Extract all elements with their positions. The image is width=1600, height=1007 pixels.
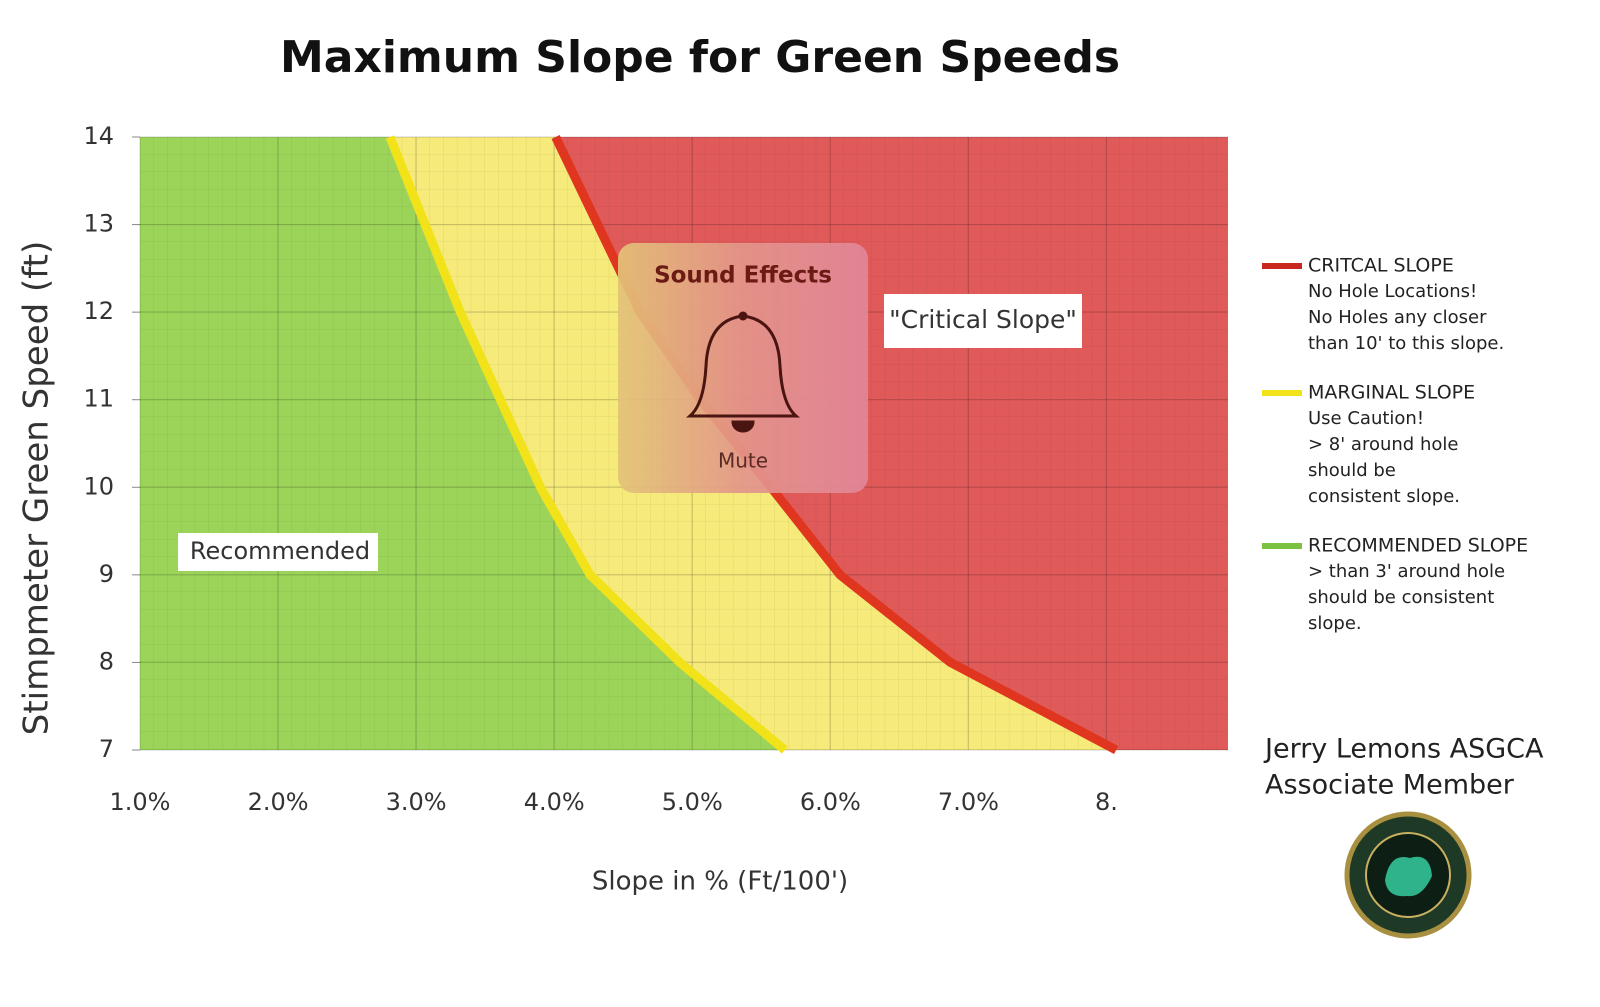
x-tick-label: 6.0% bbox=[800, 788, 861, 816]
y-tick-label: 8 bbox=[99, 647, 114, 675]
y-tick-label: 12 bbox=[83, 297, 114, 325]
annotation-box bbox=[884, 294, 1082, 348]
y-tick-label: 13 bbox=[83, 210, 114, 238]
y-tick-label: 14 bbox=[83, 122, 114, 150]
bell-icon bbox=[685, 311, 801, 433]
legend-note: than 10' to this slope. bbox=[1308, 333, 1504, 354]
annotation-box bbox=[178, 533, 378, 571]
legend-note: slope. bbox=[1308, 613, 1362, 634]
y-tick-label: 9 bbox=[99, 560, 114, 588]
y-axis-label: Stimpmeter Green Speed (ft) bbox=[17, 241, 57, 736]
x-tick-label: 7.0% bbox=[938, 788, 999, 816]
legend-note: No Hole Locations! bbox=[1308, 281, 1477, 302]
x-tick-label: 4.0% bbox=[524, 788, 585, 816]
y-tick-label: 7 bbox=[99, 735, 114, 763]
annotation: "Critical Slope" bbox=[889, 305, 1077, 334]
legend-note: Use Caution! bbox=[1308, 408, 1424, 429]
x-tick-label: 2.0% bbox=[248, 788, 309, 816]
annotation: Recommended bbox=[190, 537, 370, 565]
credit: Jerry Lemons ASGCA bbox=[1263, 734, 1544, 765]
x-tick-label: 5.0% bbox=[662, 788, 723, 816]
legend-note: No Holes any closer bbox=[1308, 307, 1487, 328]
x-tick-label: 8. bbox=[1095, 788, 1118, 816]
legend-note: > than 3' around hole bbox=[1308, 561, 1505, 582]
legend-label: RECOMMENDED SLOPE bbox=[1308, 535, 1528, 557]
x-axis-label: Slope in % (Ft/100') bbox=[592, 867, 848, 897]
y-tick-label: 10 bbox=[83, 472, 114, 500]
hud-panel bbox=[618, 243, 868, 493]
legend-note: should be bbox=[1308, 460, 1396, 481]
legend-note: consistent slope. bbox=[1308, 486, 1460, 507]
hud-status: Mute bbox=[718, 449, 768, 473]
legend-label: CRITCAL SLOPE bbox=[1308, 255, 1454, 277]
hud-title: Sound Effects bbox=[654, 263, 832, 289]
x-tick-label: 1.0% bbox=[110, 788, 171, 816]
sound-hud: Sound Effects Mute bbox=[618, 243, 868, 493]
legend-note: > 8' around hole bbox=[1308, 434, 1458, 455]
chart-title: Maximum Slope for Green Speeds bbox=[280, 32, 1120, 83]
credit: Associate Member bbox=[1265, 770, 1515, 801]
y-tick-label: 11 bbox=[83, 385, 114, 413]
logo bbox=[1344, 811, 1472, 939]
legend-note: should be consistent bbox=[1308, 587, 1494, 608]
x-tick-label: 3.0% bbox=[386, 788, 447, 816]
curve bbox=[385, 135, 788, 754]
legend-label: MARGINAL SLOPE bbox=[1308, 382, 1475, 404]
